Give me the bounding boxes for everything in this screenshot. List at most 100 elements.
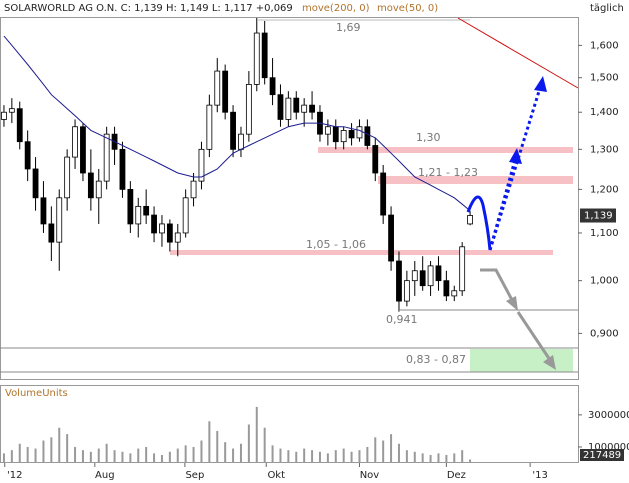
candle-body [32, 168, 39, 199]
annotation-label: 0,941 [386, 313, 418, 326]
candle-body [214, 70, 221, 106]
candle-body [435, 265, 442, 282]
y-tick-label: 1,500 [590, 73, 619, 84]
y-tick-label: 0,900 [590, 328, 619, 339]
x-tick-label: Dez [447, 470, 466, 481]
volume-tick-label: 1000000 [588, 442, 629, 453]
candle-body [95, 180, 102, 199]
candle-body [245, 84, 252, 135]
candle-body [222, 70, 229, 113]
x-tick-label: Sep [185, 470, 204, 481]
annotation-label: 1,21 - 1,23 [418, 166, 478, 179]
candle-body [80, 126, 86, 174]
candle-body [87, 172, 94, 199]
forecast-arrow [488, 87, 542, 251]
volume-label: VolumeUnits [5, 388, 68, 399]
indicator-label: move(50, 0) [377, 3, 438, 14]
candle-body [411, 270, 418, 282]
candle-body [419, 270, 426, 287]
y-tick-label: 1,000 [590, 276, 619, 287]
candle-body [364, 126, 371, 146]
candle-body [48, 223, 55, 243]
volume-last-label: 217489 [583, 450, 621, 461]
candle-body [16, 108, 23, 143]
volume-tick-label: 3000000 [588, 410, 629, 421]
candle-body [443, 280, 450, 297]
candle-body [135, 205, 142, 225]
candle-body [56, 197, 63, 243]
candle-body [1, 111, 7, 120]
candle-body [309, 104, 315, 113]
candle-body [380, 172, 387, 216]
candle-body [174, 232, 181, 243]
resistance-band [318, 147, 573, 153]
annotation-label: 0,83 - 0,87 [406, 353, 466, 366]
candle-body [459, 246, 466, 292]
arrow-head [506, 296, 518, 311]
candle-body [151, 214, 157, 234]
candle-body [64, 156, 71, 199]
x-tick-label: Aug [95, 470, 115, 481]
candle-body [238, 133, 244, 150]
target-zone [470, 349, 573, 372]
candle-body [356, 126, 363, 139]
candle-body [119, 148, 126, 190]
candle-body [40, 197, 47, 225]
candle-body [198, 148, 205, 182]
price-box [580, 208, 616, 223]
y-tick-label: 1,200 [590, 184, 619, 195]
chart-title: SOLARWORLD AG O.N. C: 1,139 H: 1,149 L: … [4, 3, 293, 14]
candle-body [190, 180, 197, 199]
resistance-band [378, 176, 573, 184]
candle-body [269, 77, 276, 96]
candle-body [253, 32, 260, 85]
candle-body [293, 97, 300, 113]
forecast-arrow [516, 311, 552, 361]
candle-body [206, 104, 213, 150]
moving-average [3, 35, 471, 212]
candle-body [143, 205, 150, 216]
trend-line [457, 17, 579, 89]
candle-body [261, 32, 268, 79]
annotation-label: 1,05 - 1,06 [306, 238, 366, 251]
period-label: täglich [590, 3, 624, 14]
candle-body [182, 197, 189, 234]
candle-body [8, 108, 15, 113]
x-tick-label: Nov [360, 470, 380, 481]
candle-body [166, 223, 173, 243]
candle-body [277, 94, 284, 120]
candle-body [372, 145, 379, 174]
marks [1, 18, 473, 312]
candle-body [467, 215, 473, 225]
price-label: 1,139 [584, 211, 613, 222]
x-tick-label: Okt [267, 470, 285, 481]
price-panel [0, 17, 579, 380]
candle-body [332, 126, 339, 143]
y-tick-label: 1,400 [590, 107, 619, 118]
candle-body [396, 260, 402, 302]
support-band [170, 250, 553, 255]
x-tick-label: '13 [532, 470, 547, 481]
candle-body [230, 111, 236, 150]
candle-body [159, 223, 165, 234]
arrow-head [534, 76, 547, 92]
candle-body [388, 214, 394, 262]
candle-body [24, 141, 31, 170]
y-tick-label: 1,300 [590, 144, 619, 155]
candle-body [403, 280, 410, 302]
volume-box [580, 449, 624, 461]
annotation-label: 1,30 [416, 131, 441, 144]
arrow-head [543, 355, 556, 370]
annotation-label: 1,69 [336, 21, 361, 34]
indicator-label: move(200, 0) [302, 3, 370, 14]
candle-body [301, 104, 308, 113]
forecast-arrow [466, 195, 492, 251]
candle-body [324, 126, 331, 135]
y-tick-label: 1,600 [590, 40, 619, 51]
x-tick-label: '12 [7, 470, 22, 481]
candle-body [451, 290, 458, 297]
candle-body [72, 126, 78, 158]
